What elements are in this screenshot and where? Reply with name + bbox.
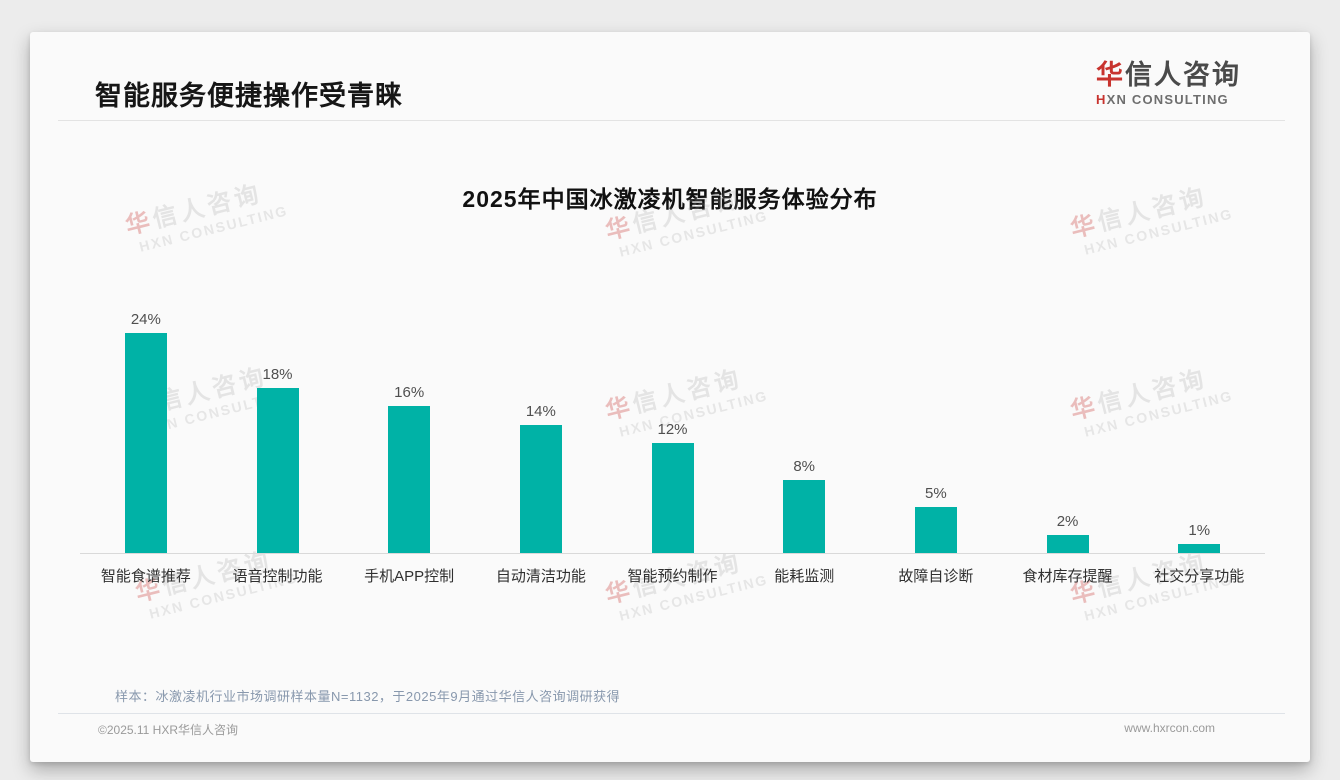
chart-column: 2% <box>1002 291 1134 553</box>
footer-divider <box>58 713 1285 714</box>
bar-value-label: 16% <box>394 384 425 401</box>
bar-value-label: 12% <box>657 421 688 438</box>
bar-value-label: 1% <box>1188 522 1211 539</box>
bar-value-label: 2% <box>1056 513 1079 530</box>
bar <box>1178 544 1221 553</box>
bar-value-label: 8% <box>793 458 816 475</box>
footer-copyright: ©2025.11 HXR华信人咨询 <box>98 723 238 737</box>
chart-title: 2025年中国冰激凌机智能服务体验分布 <box>462 186 878 212</box>
logo-en-rest: XN CONSULTING <box>1106 92 1229 108</box>
category-label: 手机APP控制 <box>364 568 455 585</box>
bar <box>1046 535 1089 553</box>
logo-cn-text: 华信人咨询 <box>1096 60 1241 91</box>
category-label: 智能食谱推荐 <box>100 568 191 585</box>
category-label: 自动清洁功能 <box>495 568 586 585</box>
bar <box>914 507 957 553</box>
category-label: 智能预约制作 <box>627 568 718 585</box>
logo-cn-first-char: 华 <box>1096 60 1125 90</box>
category-label: 食材库存提醒 <box>1022 568 1113 585</box>
category-label: 语音控制功能 <box>232 568 323 585</box>
bar <box>783 480 826 553</box>
bar-value-label: 5% <box>925 485 947 502</box>
category-label: 社交分享功能 <box>1154 568 1245 585</box>
chart-column: 14% <box>475 291 607 553</box>
chart-column: 16% <box>343 291 475 553</box>
bar <box>124 333 167 553</box>
chart-column: 1% <box>1133 291 1265 553</box>
chart-column: 24% <box>80 291 212 553</box>
bar-chart: 24% 18% 16% 14% 12% 8% 5% 2% 1% <box>80 291 1265 553</box>
bar <box>519 425 562 553</box>
company-logo: 华信人咨询 HXN CONSULTING <box>1096 60 1241 107</box>
sample-note: 样本：冰激凌机行业市场调研样本量N=1132，于2025年9月通过华信人咨询调研… <box>115 689 621 704</box>
chart-column: 18% <box>212 291 344 553</box>
category-label: 能耗监测 <box>774 568 835 585</box>
footer-website: www.hxrcon.com <box>1124 721 1215 735</box>
logo-en-first-char: H <box>1096 92 1107 108</box>
bar-value-label: 24% <box>130 311 161 328</box>
chart-column: 5% <box>870 291 1002 553</box>
bar-value-label: 14% <box>525 403 556 420</box>
category-label: 故障自诊断 <box>898 568 974 585</box>
bar <box>256 388 299 553</box>
logo-en-text: HXN CONSULTING <box>1096 92 1241 107</box>
header-divider <box>58 120 1285 121</box>
bar <box>651 443 694 553</box>
chart-column: 12% <box>607 291 739 553</box>
chart-column: 8% <box>738 291 870 553</box>
bar <box>388 406 431 553</box>
x-axis-line <box>80 553 1265 554</box>
page-title: 智能服务便捷操作受青睐 <box>95 81 403 111</box>
bar-value-label: 18% <box>262 366 293 383</box>
slide-card: 智能服务便捷操作受青睐 华信人咨询 HXN CONSULTING 2025年中国… <box>30 32 1310 762</box>
logo-cn-rest: 信人咨询 <box>1125 60 1241 90</box>
x-axis-labels: 智能食谱推荐 语音控制功能 手机APP控制 自动清洁功能 智能预约制作 能耗监测 故障自诊断… <box>80 565 1265 586</box>
